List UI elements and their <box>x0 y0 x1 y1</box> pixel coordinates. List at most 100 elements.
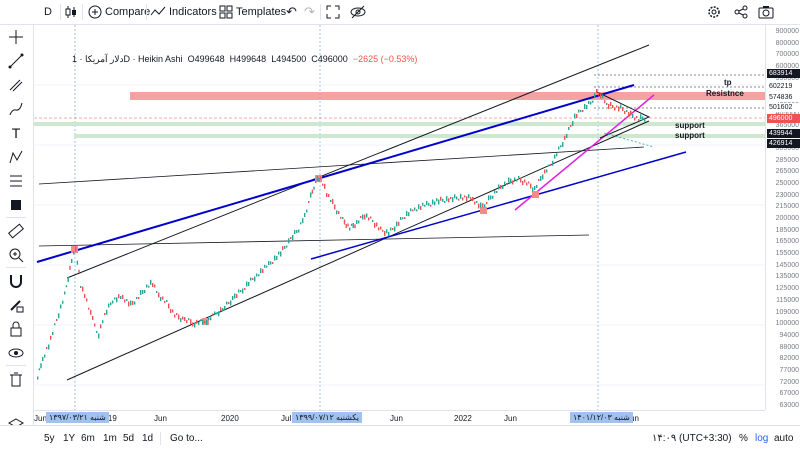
brush-icon <box>9 102 23 116</box>
support-zone[interactable] <box>74 134 765 138</box>
blue-trend-line-lower[interactable] <box>310 151 687 260</box>
candle <box>638 119 640 121</box>
lock-tool[interactable] <box>8 321 24 337</box>
indicators-button[interactable]: Indicators <box>150 3 217 21</box>
pivot-marker[interactable] <box>480 207 487 214</box>
templates-button[interactable]: Templates <box>219 3 286 21</box>
candle <box>168 303 170 309</box>
price-tick: 88000 <box>779 343 799 351</box>
chart-type-button[interactable] <box>64 3 78 21</box>
candle <box>540 176 542 181</box>
trend-line[interactable] <box>38 234 590 247</box>
range-1d[interactable]: 1d <box>142 433 154 444</box>
magnet-tool[interactable] <box>8 273 24 289</box>
candle <box>544 169 546 174</box>
pattern-tool[interactable] <box>8 149 24 165</box>
channel-line-upper[interactable] <box>66 44 650 279</box>
pivot-marker[interactable] <box>202 318 209 325</box>
candle <box>428 202 430 206</box>
tp-annotation[interactable]: tp <box>724 78 732 87</box>
trendline-tool[interactable] <box>8 53 24 69</box>
candle <box>628 112 630 117</box>
candle <box>126 299 128 301</box>
candle <box>400 217 402 220</box>
drawing-toolbar: T <box>0 25 34 450</box>
undo-icon: ↶ <box>286 4 297 19</box>
range-1m[interactable]: 1m <box>103 433 117 444</box>
chart-pane[interactable]: دلار آمریکا · 1D · Heikin Ashi O499648 H… <box>34 25 765 410</box>
shapes-tool[interactable] <box>8 197 24 213</box>
candle <box>588 101 590 104</box>
candle <box>37 376 39 380</box>
candle <box>152 283 154 287</box>
remove-drawings-tool[interactable] <box>8 371 24 387</box>
crosshair-tool[interactable] <box>8 29 24 45</box>
candle <box>218 311 220 317</box>
symbol-search-button[interactable]: D <box>44 3 52 21</box>
candle <box>626 110 628 112</box>
prediction-tool[interactable] <box>8 173 24 189</box>
timezone-label[interactable]: ۱۴:۰۹ (UTC+3:30) <box>652 433 732 444</box>
candle <box>92 316 94 320</box>
support-annotation[interactable]: support <box>675 131 705 140</box>
candle <box>390 227 392 231</box>
resistance-zone[interactable] <box>130 92 765 100</box>
percent-toggle[interactable]: % <box>739 433 748 444</box>
candle <box>412 209 414 212</box>
range-1y[interactable]: 1Y <box>63 433 76 444</box>
blue-trend-line-upper[interactable] <box>36 84 635 263</box>
date-highlight: شنبه ۱۳۹۷/۰۳/۲۱ <box>46 412 109 423</box>
candle <box>514 177 516 181</box>
candle <box>350 223 353 226</box>
redo-button[interactable]: ↷ <box>304 3 315 21</box>
legend-close: C496000 <box>311 54 348 64</box>
share-button[interactable] <box>734 3 748 21</box>
support-zone[interactable] <box>34 122 765 126</box>
snapshot-button[interactable] <box>758 3 774 21</box>
candle <box>554 154 556 159</box>
range-5d[interactable]: 5d <box>123 433 135 444</box>
candle <box>376 222 378 227</box>
pivot-marker[interactable] <box>71 246 78 253</box>
candle <box>610 102 612 106</box>
range-5y[interactable]: 5y <box>44 433 55 444</box>
candle <box>296 230 298 233</box>
range-6m[interactable]: 6m <box>81 433 95 444</box>
price-tick: 265000 <box>775 168 799 176</box>
candle <box>100 324 102 329</box>
triangle-pattern[interactable] <box>596 91 651 139</box>
channel-line-lower[interactable] <box>66 120 650 381</box>
chart-canvas[interactable] <box>34 25 765 410</box>
visibility-tool[interactable] <box>8 345 24 361</box>
auto-toggle[interactable]: auto <box>774 433 794 444</box>
resistance-annotation[interactable]: Resistnce <box>706 89 744 98</box>
goto-button[interactable]: Go to... <box>170 433 203 444</box>
fib-tool[interactable] <box>8 77 24 93</box>
zoom-tool[interactable] <box>8 247 24 263</box>
brush-tool[interactable] <box>8 101 24 117</box>
settings-button[interactable] <box>707 3 721 21</box>
text-tool[interactable]: T <box>8 125 24 141</box>
pivot-marker[interactable] <box>532 191 539 198</box>
price-axis[interactable]: 9000008000007000006000005500005000004550… <box>765 25 800 410</box>
compare-button[interactable]: Compare <box>88 3 150 21</box>
fullscreen-button[interactable] <box>326 3 340 21</box>
hide-drawings-button[interactable] <box>350 3 366 21</box>
candle <box>406 211 408 217</box>
candle <box>65 285 68 288</box>
prediction-icon <box>10 175 22 187</box>
trend-line[interactable] <box>38 146 645 185</box>
support-annotation[interactable]: support <box>675 121 705 130</box>
candle <box>274 255 276 261</box>
time-axis[interactable]: Jun2019Jun2020Jul21Jun2022JunJunشنبه ۱۳۹… <box>34 410 765 425</box>
drawing-mode-tool[interactable] <box>8 297 24 313</box>
price-tick: 145000 <box>775 261 799 269</box>
ruler-tool[interactable] <box>8 223 24 239</box>
price-tick: 94000 <box>779 331 799 339</box>
price-label: 496000 <box>767 114 800 123</box>
candle <box>384 231 386 236</box>
time-tick: Jun <box>390 414 403 423</box>
candle <box>108 303 110 308</box>
undo-button[interactable]: ↶ <box>286 3 297 21</box>
log-toggle[interactable]: log <box>755 433 769 444</box>
